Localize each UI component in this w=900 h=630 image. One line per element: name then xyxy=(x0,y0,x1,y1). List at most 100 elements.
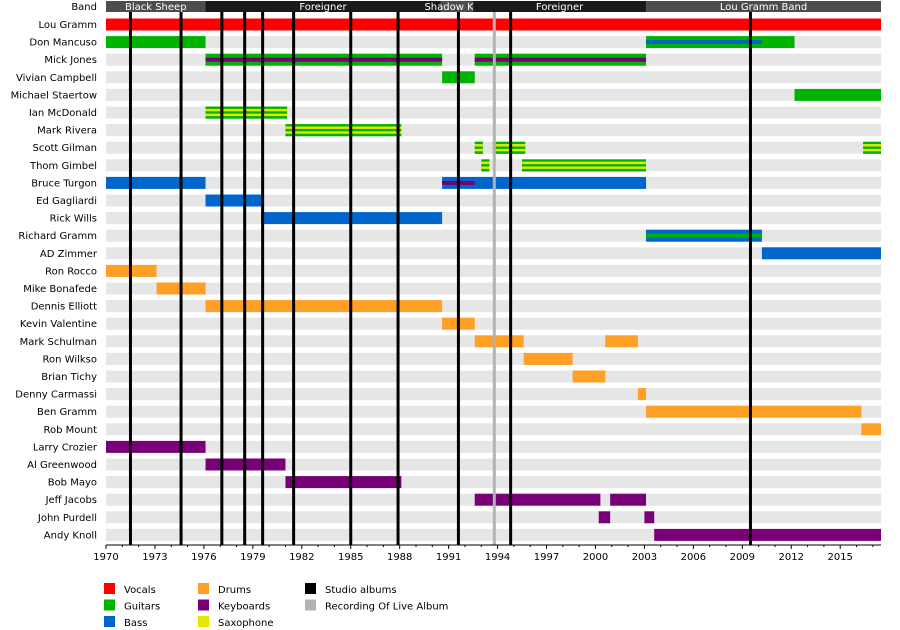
legend-swatch-bass xyxy=(104,616,115,627)
member-label-rob-mount: Rob Mount xyxy=(44,425,98,436)
bar-thom-gimbel-guitars xyxy=(481,159,490,162)
band-label-shadow-king: Shadow King xyxy=(424,2,489,13)
legend-swatch-vocals xyxy=(104,583,115,594)
band-label-foreigner: Foreigner xyxy=(536,2,584,13)
band-segment-black-sheep xyxy=(106,1,206,12)
bar-scott-gilman-guitars xyxy=(474,141,483,145)
legend-label-bass: Bass xyxy=(124,618,147,629)
legend-swatch-drums xyxy=(198,583,209,594)
bar-scott-gilman-saxophone xyxy=(863,148,881,152)
bar-don-mancuso-inner-bass xyxy=(646,40,762,45)
member-label-ben-gramm: Ben Gramm xyxy=(37,407,97,418)
header-label: Band xyxy=(71,2,97,13)
bar-mark-rivera-saxophone xyxy=(285,131,402,134)
legend-label-studio-albums: Studio albums xyxy=(325,585,397,596)
x-tick-label-1973: 1973 xyxy=(142,552,167,563)
bar-richard-gramm-inner-guitars xyxy=(646,233,762,238)
bar-thom-gimbel-saxophone xyxy=(481,161,490,165)
bar-scott-gilman-saxophone xyxy=(492,144,526,147)
bar-mark-schulman-drums xyxy=(474,335,524,348)
member-label-ron-rocco: Ron Rocco xyxy=(45,266,97,277)
member-label-jeff-jacobs: Jeff Jacobs xyxy=(45,495,97,506)
member-label-don-mancuso: Don Mancuso xyxy=(29,38,97,49)
bar-mark-schulman-drums xyxy=(605,335,638,348)
legend: Vocals Guitars Bass Drums Keyboards Saxophone… xyxy=(104,583,448,629)
bar-scott-gilman-guitars xyxy=(492,146,526,150)
x-tick-label-2003: 2003 xyxy=(632,552,657,563)
bar-mick-jones-inner-keyboards xyxy=(474,57,647,62)
bar-thom-gimbel-saxophone xyxy=(522,166,647,170)
legend-swatch-recording-of-live-album xyxy=(305,599,316,611)
bar-thom-gimbel-saxophone xyxy=(522,161,647,165)
x-tick-label-2006: 2006 xyxy=(681,552,706,563)
legend-label-recording-of-live-album: Recording Of Live Album xyxy=(325,602,448,613)
bar-mark-rivera-saxophone xyxy=(285,126,402,130)
x-tick-label-1970: 1970 xyxy=(93,552,118,563)
member-label-andy-knoll: Andy Knoll xyxy=(44,530,97,541)
band-segment-shadow-king xyxy=(440,1,474,12)
bar-andy-knoll-keyboards xyxy=(654,528,881,541)
member-label-bob-mayo: Bob Mayo xyxy=(48,478,97,489)
bar-thom-gimbel-guitars xyxy=(481,168,490,172)
legend-label-guitars: Guitars xyxy=(124,602,160,613)
member-label-john-purdell: John Purdell xyxy=(37,513,97,524)
bar-scott-gilman-guitars xyxy=(863,141,881,145)
x-tick-label-2000: 2000 xyxy=(583,552,608,563)
bar-scott-gilman-guitars xyxy=(474,151,483,154)
band-label-foreigner: Foreigner xyxy=(299,2,347,13)
member-label-brian-tichy: Brian Tichy xyxy=(41,372,97,383)
x-tick-label-1982: 1982 xyxy=(289,552,314,563)
bar-john-purdell-keyboards xyxy=(598,511,611,524)
legend-label-keyboards: Keyboards xyxy=(218,602,270,613)
band-label-black-sheep: Black Sheep xyxy=(125,2,187,13)
member-label-ian-mcdonald: Ian McDonald xyxy=(29,108,97,119)
x-tick-label-1997: 1997 xyxy=(534,552,559,563)
band-segment-foreigner xyxy=(473,1,647,12)
bar-ian-mcdonald-guitars xyxy=(205,111,288,114)
member-label-lou-gramm: Lou Gramm xyxy=(38,20,97,31)
bar-scott-gilman-guitars xyxy=(863,151,881,154)
bar-dennis-elliott-drums xyxy=(205,300,443,313)
member-labels: Band Lou Gramm Don Mancuso Mick Jones Vivian… xyxy=(11,2,98,541)
member-label-bruce-turgon: Bruce Turgon xyxy=(31,178,97,189)
album-lines xyxy=(128,12,752,545)
bar-jeff-jacobs-keyboards xyxy=(610,493,647,506)
member-label-mark-schulman: Mark Schulman xyxy=(20,337,97,348)
bar-brian-tichy-drums xyxy=(572,370,606,383)
member-label-mick-jones: Mick Jones xyxy=(44,55,97,66)
member-label-ad-zimmer: AD Zimmer xyxy=(40,249,98,260)
member-label-ed-gagliardi: Ed Gagliardi xyxy=(36,196,97,207)
bar-bruce-turgon-bass xyxy=(106,176,206,189)
member-label-larry-crozier: Larry Crozier xyxy=(33,442,98,453)
x-tick-label-2012: 2012 xyxy=(779,552,804,563)
bar-mick-jones-inner-keyboards xyxy=(205,57,443,62)
member-label-thom-gimbel: Thom Gimbel xyxy=(29,161,97,172)
member-label-al-greenwood: Al Greenwood xyxy=(27,460,97,471)
bar-scott-gilman-guitars xyxy=(492,151,526,154)
bar-thom-gimbel-saxophone xyxy=(481,166,490,170)
x-tick-label-2015: 2015 xyxy=(827,552,852,563)
member-label-denny-carmassi: Denny Carmassi xyxy=(15,390,97,401)
member-label-ron-wilkso: Ron Wilkso xyxy=(43,354,97,365)
band-segment-foreigner xyxy=(205,1,441,12)
band-label-lou-gramm-band: Lou Gramm Band xyxy=(720,2,807,13)
legend-swatch-keyboards xyxy=(198,599,209,611)
bar-scott-gilman-saxophone xyxy=(474,148,483,152)
bar-ad-zimmer-bass xyxy=(761,247,881,260)
member-label-rick-wills: Rick Wills xyxy=(50,214,97,225)
member-label-dennis-elliott: Dennis Elliott xyxy=(31,302,97,313)
member-label-kevin-valentine: Kevin Valentine xyxy=(20,319,97,330)
member-label-richard-gramm: Richard Gramm xyxy=(18,231,97,242)
bar-scott-gilman-saxophone xyxy=(863,144,881,147)
legend-label-saxophone: Saxophone xyxy=(218,618,274,629)
x-tick-label-1976: 1976 xyxy=(191,552,216,563)
member-label-scott-gilman: Scott Gilman xyxy=(33,143,98,154)
band-header: Black Sheep Foreigner Shadow King Foreigner… xyxy=(106,1,881,13)
legend-swatch-studio-albums xyxy=(305,583,316,594)
bar-ben-gramm-drums xyxy=(646,405,862,418)
bar-denny-carmassi-drums xyxy=(637,388,647,401)
bar-ed-gagliardi-bass xyxy=(205,194,261,207)
member-label-mark-rivera: Mark Rivera xyxy=(37,126,97,137)
bar-mark-rivera-guitars xyxy=(285,128,402,132)
